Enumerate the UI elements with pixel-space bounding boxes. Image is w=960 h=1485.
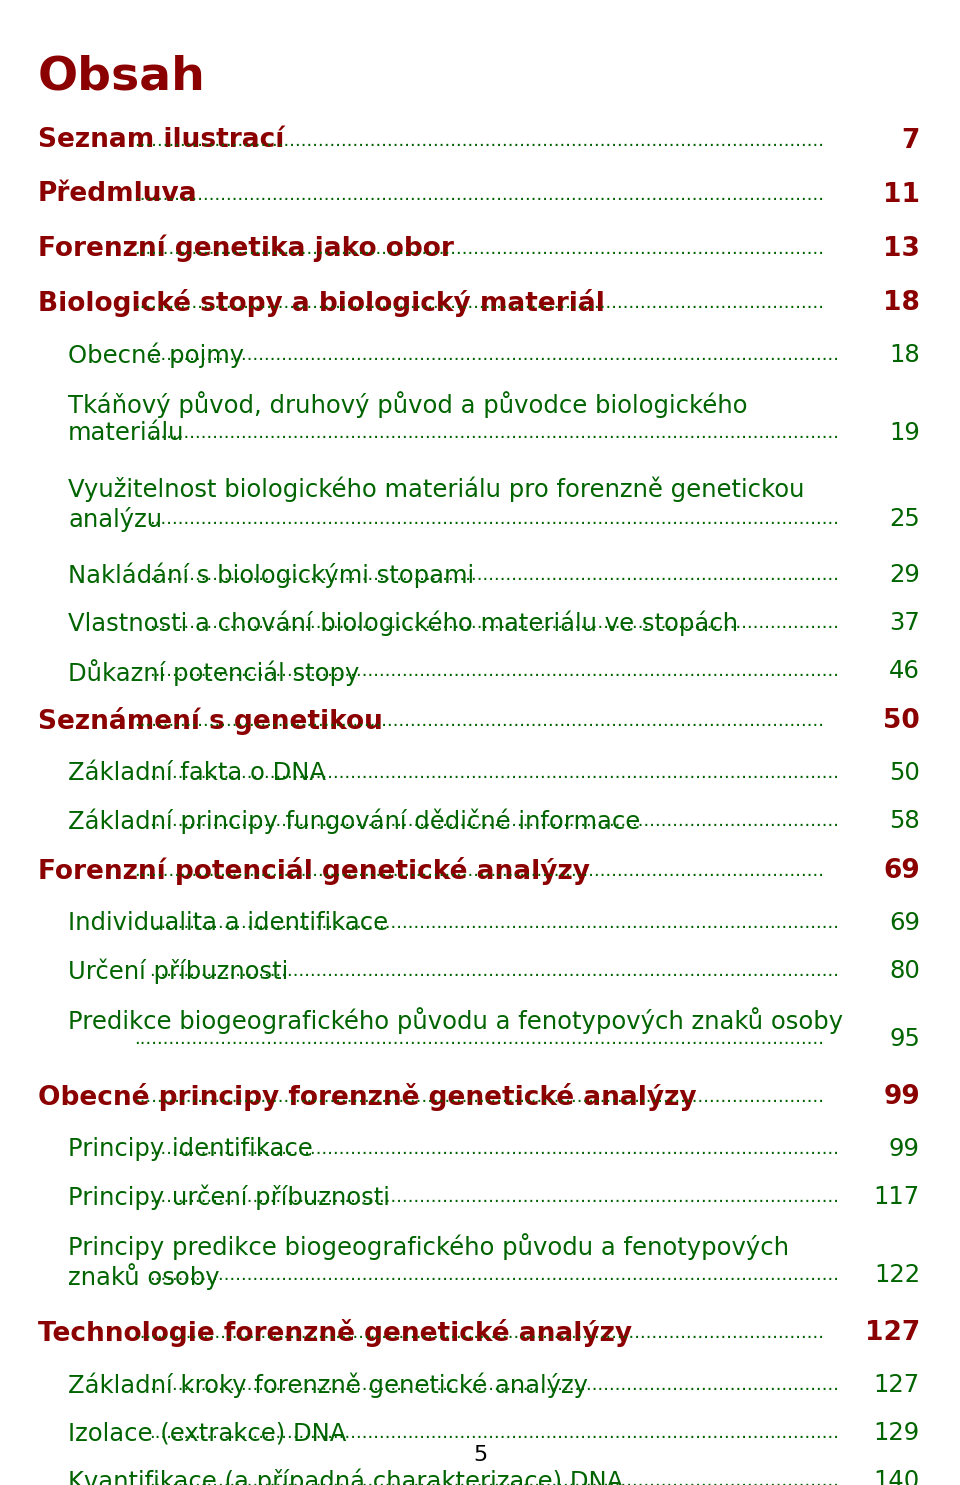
Text: 37: 37 bbox=[889, 610, 920, 636]
Text: ................................................................................: ........................................… bbox=[149, 509, 839, 529]
Text: Predikce biogeografického původu a fenotypových znaků osoby: Predikce biogeografického původu a fenot… bbox=[68, 1007, 843, 1034]
Text: 95: 95 bbox=[889, 1028, 920, 1051]
Text: Obsah: Obsah bbox=[38, 55, 205, 99]
Text: Seznámení s genetikou: Seznámení s genetikou bbox=[38, 707, 383, 735]
Text: 80: 80 bbox=[889, 959, 920, 983]
Text: ................................................................................: ........................................… bbox=[149, 812, 839, 830]
Text: 122: 122 bbox=[874, 1264, 920, 1287]
Text: 129: 129 bbox=[874, 1421, 920, 1445]
Text: Důkazní potenciál stopy: Důkazní potenciál stopy bbox=[68, 659, 359, 686]
Text: ................................................................................: ........................................… bbox=[134, 1325, 824, 1342]
Text: 46: 46 bbox=[889, 659, 920, 683]
Text: ................................................................................: ........................................… bbox=[134, 186, 824, 203]
Text: Obecné principy forenzně genetické analýzy: Obecné principy forenzně genetické analý… bbox=[38, 1083, 697, 1111]
Text: 11: 11 bbox=[883, 183, 920, 208]
Text: ................................................................................: ........................................… bbox=[149, 1377, 839, 1394]
Text: Kvantifikace (a případná charakterizace) DNA: Kvantifikace (a případná charakterizace)… bbox=[68, 1469, 623, 1485]
Text: znaků osoby: znaků osoby bbox=[68, 1264, 220, 1290]
Text: 140: 140 bbox=[874, 1469, 920, 1485]
Text: Principy predikce biogeografického původu a fenotypových: Principy predikce biogeografického původ… bbox=[68, 1233, 789, 1259]
Text: ................................................................................: ........................................… bbox=[134, 132, 824, 150]
Text: ................................................................................: ........................................… bbox=[134, 1089, 824, 1106]
Text: 69: 69 bbox=[883, 858, 920, 884]
Text: ................................................................................: ........................................… bbox=[149, 1472, 839, 1485]
Text: materiálu: materiálu bbox=[68, 422, 184, 446]
Text: ................................................................................: ........................................… bbox=[149, 566, 839, 584]
Text: ................................................................................: ........................................… bbox=[149, 1267, 839, 1285]
Text: Základní fakta o DNA: Základní fakta o DNA bbox=[68, 760, 326, 786]
Text: 5: 5 bbox=[473, 1445, 487, 1466]
Text: 99: 99 bbox=[883, 1084, 920, 1109]
Text: ................................................................................: ........................................… bbox=[134, 294, 824, 312]
Text: ................................................................................: ........................................… bbox=[149, 1188, 839, 1206]
Text: Obecné pojmy: Obecné pojmy bbox=[68, 343, 244, 368]
Text: ................................................................................: ........................................… bbox=[134, 1031, 824, 1048]
Text: 29: 29 bbox=[889, 563, 920, 587]
Text: 117: 117 bbox=[874, 1185, 920, 1209]
Text: Předmluva: Předmluva bbox=[38, 181, 198, 206]
Text: ................................................................................: ........................................… bbox=[149, 425, 839, 443]
Text: ................................................................................: ........................................… bbox=[149, 662, 839, 680]
Text: Základní principy fungování dědičné informace: Základní principy fungování dědičné info… bbox=[68, 809, 640, 835]
Text: Principy identifikace: Principy identifikace bbox=[68, 1138, 313, 1161]
Text: ................................................................................: ........................................… bbox=[149, 1140, 839, 1158]
Text: 127: 127 bbox=[874, 1374, 920, 1397]
Text: ................................................................................: ........................................… bbox=[134, 861, 824, 881]
Text: Nakládání s biologickými stopami: Nakládání s biologickými stopami bbox=[68, 563, 474, 588]
Text: Individualita a identifikace: Individualita a identifikace bbox=[68, 910, 388, 936]
Text: 13: 13 bbox=[883, 236, 920, 261]
Text: Izolace (extrakce) DNA: Izolace (extrakce) DNA bbox=[68, 1421, 347, 1445]
Text: Forenzní potenciál genetické analýzy: Forenzní potenciál genetické analýzy bbox=[38, 857, 590, 885]
Text: 18: 18 bbox=[883, 290, 920, 316]
Text: Základní kroky forenzně genetické analýzy: Základní kroky forenzně genetické analýz… bbox=[68, 1374, 588, 1399]
Text: ................................................................................: ........................................… bbox=[149, 1424, 839, 1442]
Text: 50: 50 bbox=[883, 708, 920, 734]
Text: ................................................................................: ........................................… bbox=[149, 346, 839, 364]
Text: ................................................................................: ........................................… bbox=[134, 711, 824, 731]
Text: Vlastnosti a chování biologického materiálu ve stopách: Vlastnosti a chování biologického materi… bbox=[68, 610, 738, 637]
Text: 50: 50 bbox=[889, 760, 920, 786]
Text: 19: 19 bbox=[889, 422, 920, 446]
Text: ................................................................................: ........................................… bbox=[134, 241, 824, 258]
Text: Určení příbuznosti: Určení příbuznosti bbox=[68, 959, 288, 985]
Text: 18: 18 bbox=[889, 343, 920, 367]
Text: Biologické stopy a biologický materiál: Biologické stopy a biologický materiál bbox=[38, 290, 605, 316]
Text: 69: 69 bbox=[889, 910, 920, 936]
Text: analýzu: analýzu bbox=[68, 506, 162, 532]
Text: Forenzní genetika jako obor: Forenzní genetika jako obor bbox=[38, 235, 454, 263]
Text: 25: 25 bbox=[889, 506, 920, 532]
Text: 58: 58 bbox=[889, 809, 920, 833]
Text: ................................................................................: ........................................… bbox=[149, 763, 839, 783]
Text: Využitelnost biologického materiálu pro forenzně genetickou: Využitelnost biologického materiálu pro … bbox=[68, 477, 804, 502]
Text: ................................................................................: ........................................… bbox=[149, 613, 839, 633]
Text: Seznam ilustrací: Seznam ilustrací bbox=[38, 128, 284, 153]
Text: Technologie forenzně genetické analýzy: Technologie forenzně genetické analýzy bbox=[38, 1319, 632, 1347]
Text: Tkáňový původ, druhový původ a původce biologického: Tkáňový původ, druhový původ a původce b… bbox=[68, 391, 748, 417]
Text: ................................................................................: ........................................… bbox=[149, 962, 839, 980]
Text: Principy určení příbuznosti: Principy určení příbuznosti bbox=[68, 1185, 390, 1210]
Text: ................................................................................: ........................................… bbox=[149, 913, 839, 933]
Text: 7: 7 bbox=[901, 128, 920, 154]
Text: 99: 99 bbox=[889, 1138, 920, 1161]
Text: 127: 127 bbox=[865, 1320, 920, 1345]
